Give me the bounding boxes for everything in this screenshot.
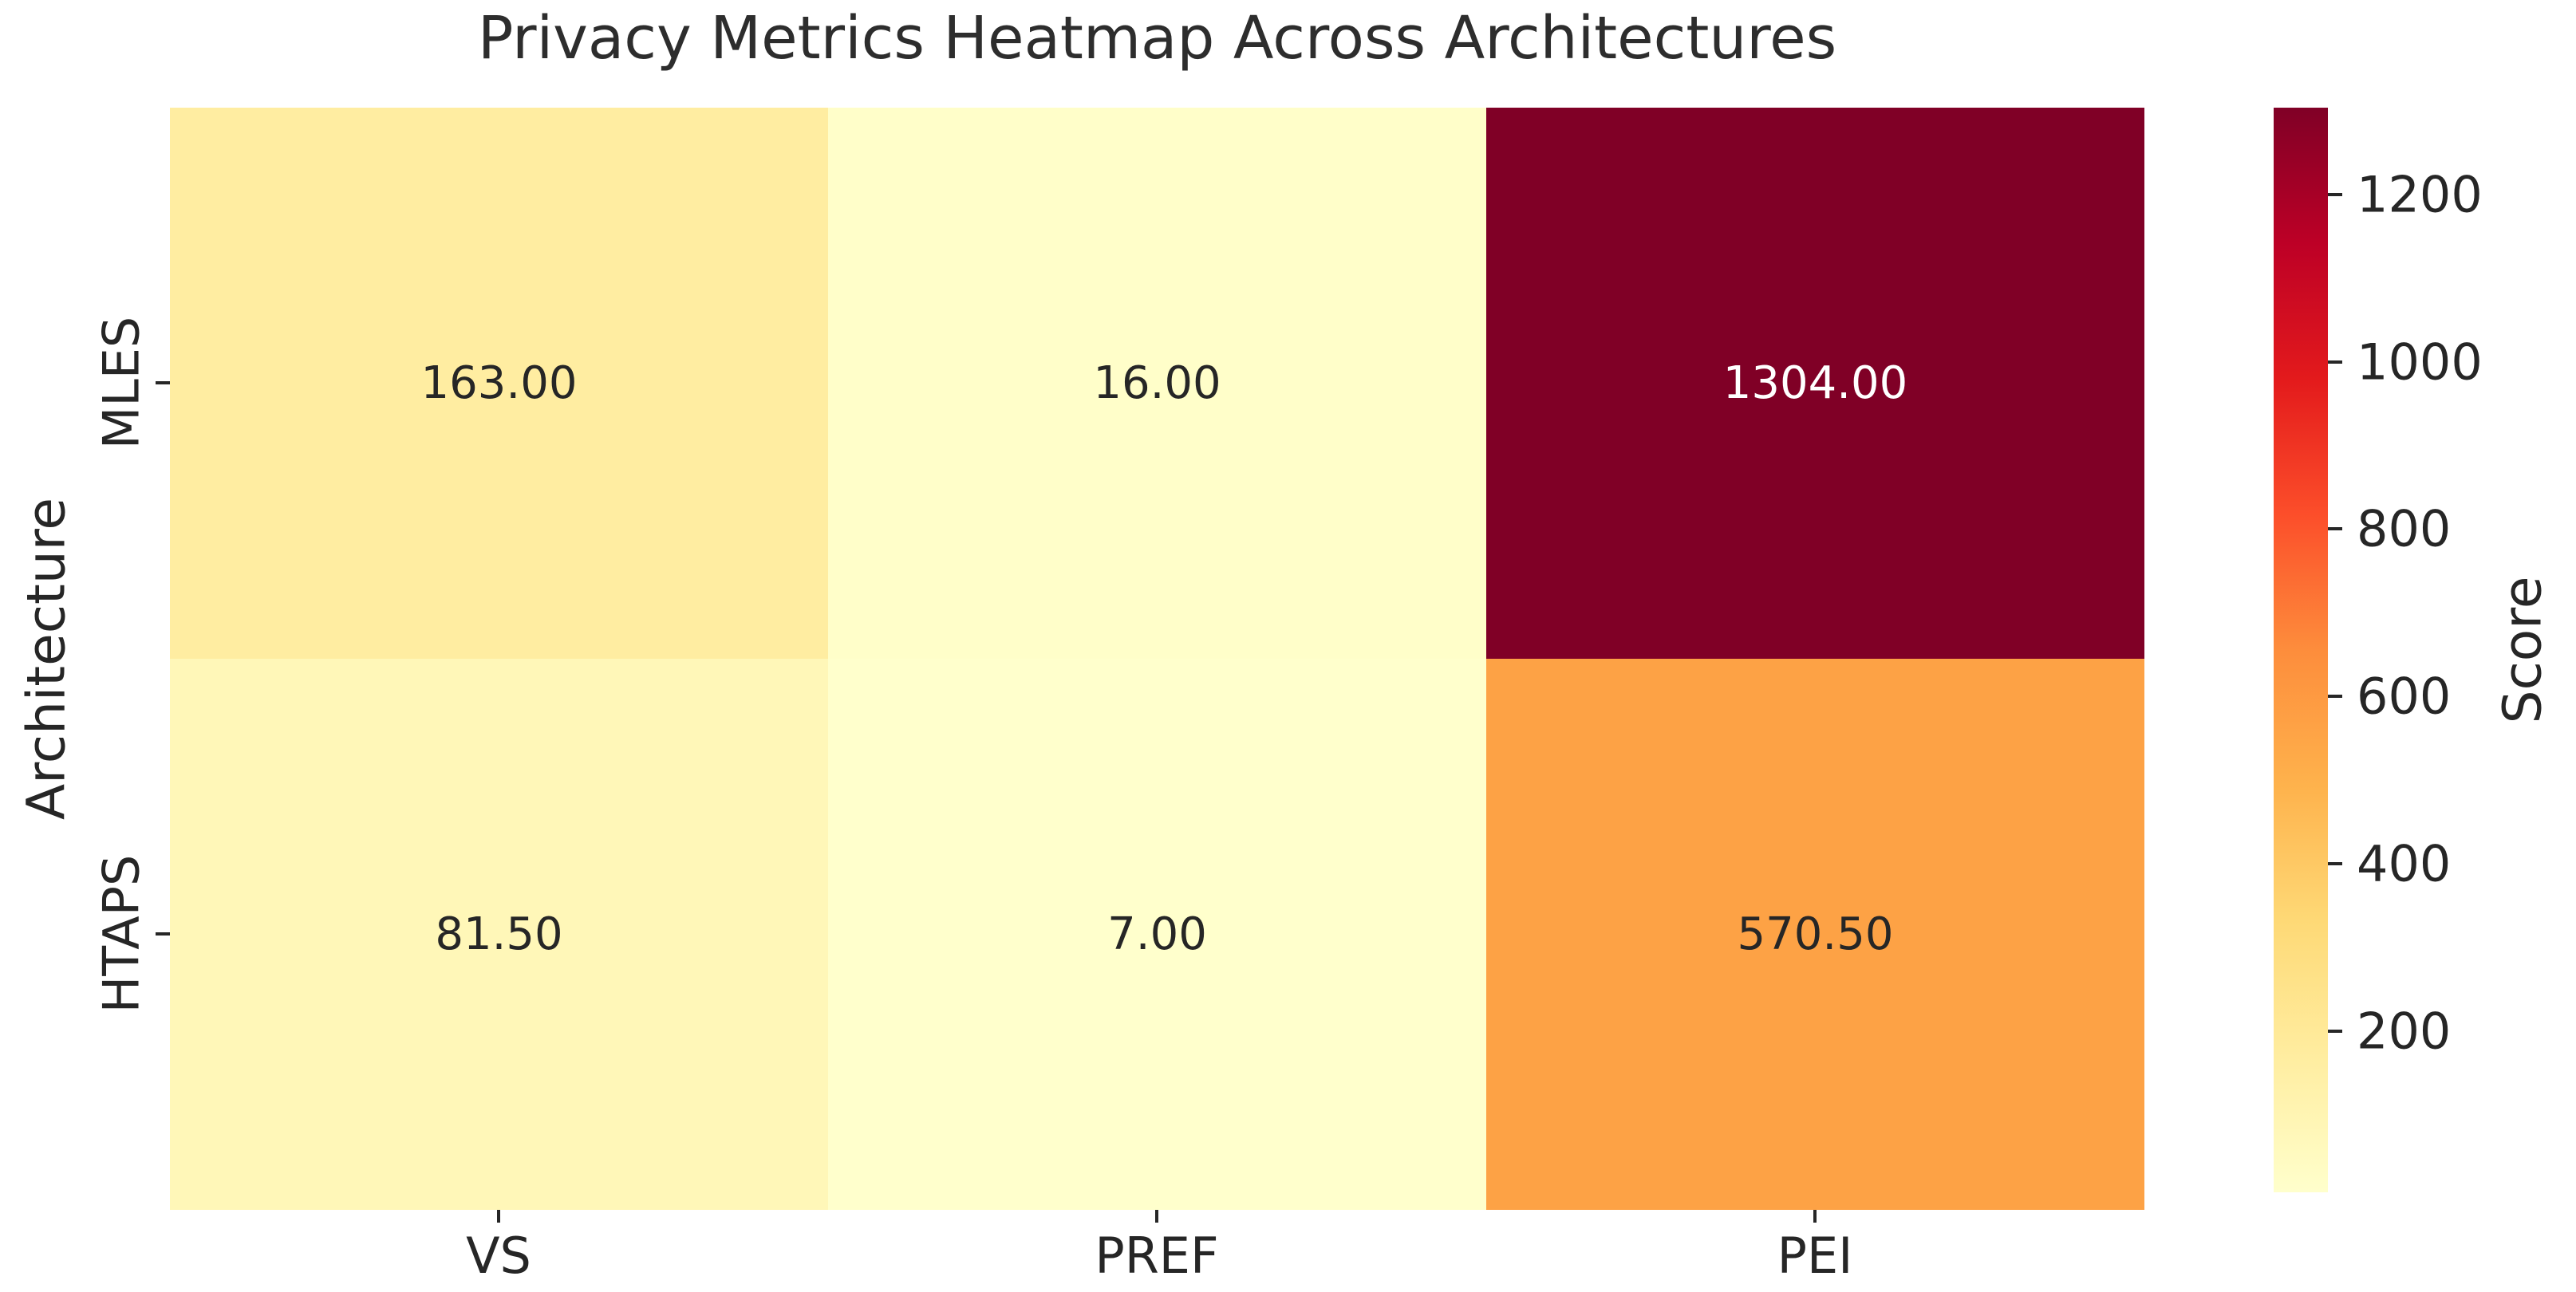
- colorbar-tick-400: [2328, 862, 2342, 865]
- y-tick-mles: [156, 381, 170, 384]
- colorbar-gradient: [2274, 108, 2328, 1192]
- heatmap-cell-mles-pei: 1304.00: [1486, 108, 2144, 659]
- row-label-htaps: HTAPS: [92, 854, 151, 1014]
- column-label-pref: PREF: [1095, 1227, 1219, 1285]
- heatmap-cell-htaps-pei: 570.50: [1486, 659, 2144, 1210]
- y-axis-label: Architecture: [15, 497, 77, 821]
- heatmap-cell-htaps-pref: 7.00: [828, 659, 1486, 1210]
- column-label-vs: VS: [466, 1227, 531, 1285]
- colorbar-tick-label: 1200: [2357, 165, 2483, 224]
- colorbar-axis-label: Score: [2491, 576, 2554, 724]
- colorbar-tick-label: 200: [2357, 1002, 2452, 1061]
- heatmap-cell-mles-pref: 16.00: [828, 108, 1486, 659]
- y-tick-htaps: [156, 932, 170, 936]
- heatmap-cell-htaps-vs: 81.50: [170, 659, 828, 1210]
- chart-title: Privacy Metrics Heatmap Across Architect…: [477, 4, 1837, 73]
- colorbar-tick-800: [2328, 527, 2342, 530]
- colorbar-tick-1200: [2328, 193, 2342, 196]
- colorbar-tick-200: [2328, 1030, 2342, 1033]
- colorbar-tick-label: 600: [2357, 667, 2452, 726]
- colorbar-tick-label: 1000: [2357, 333, 2483, 392]
- colorbar-tick-label: 800: [2357, 499, 2452, 558]
- colorbar-tick-1000: [2328, 360, 2342, 364]
- x-tick-pei: [1813, 1210, 1817, 1223]
- colorbar-tick-label: 400: [2357, 834, 2452, 893]
- heatmap-cell-mles-vs: 163.00: [170, 108, 828, 659]
- colorbar-tick-600: [2328, 695, 2342, 698]
- x-tick-pref: [1155, 1210, 1158, 1223]
- column-label-pei: PEI: [1777, 1227, 1853, 1285]
- row-label-mles: MLES: [92, 316, 151, 450]
- heatmap-grid: 163.00 16.00 1304.00 81.50 7.00 570.50: [170, 108, 2144, 1210]
- x-tick-vs: [497, 1210, 500, 1223]
